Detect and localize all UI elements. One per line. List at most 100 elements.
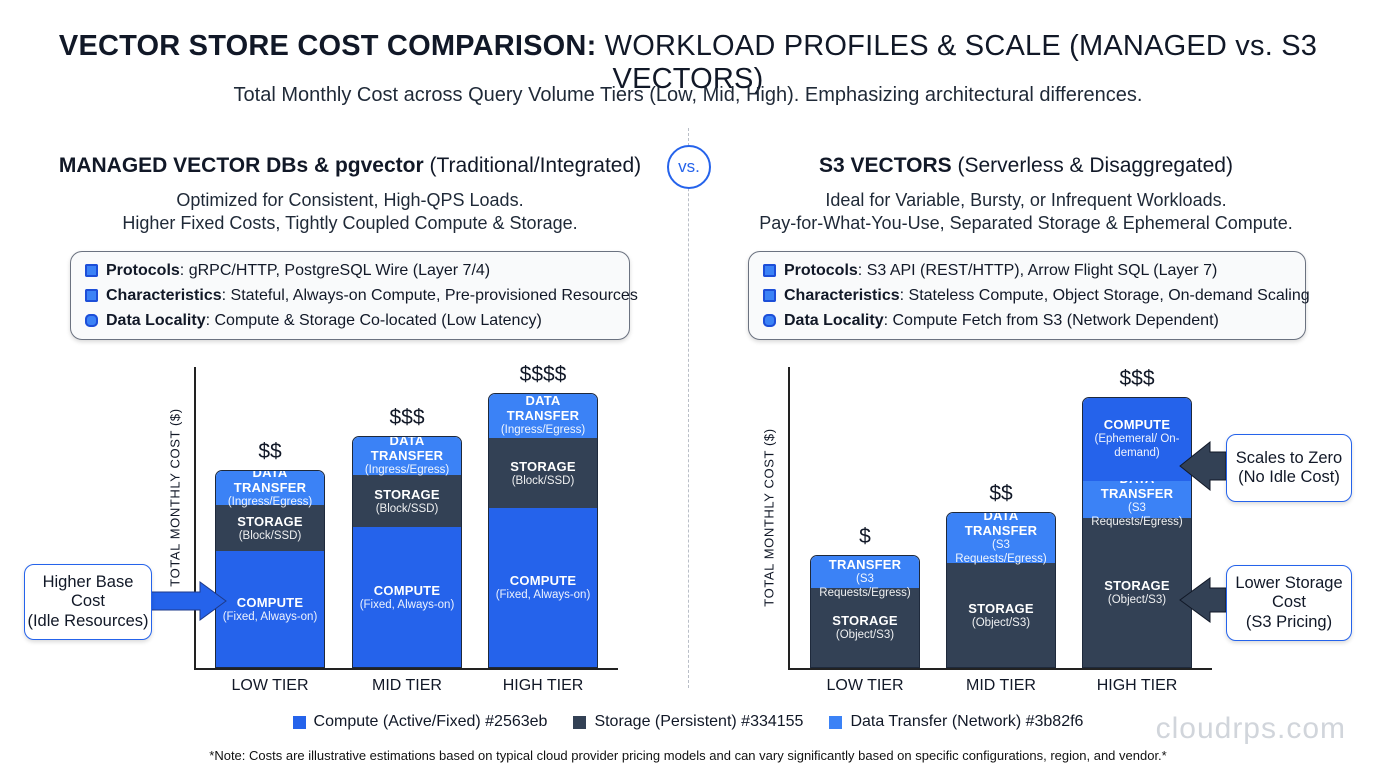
left-info-row: Protocols: gRPC/HTTP, PostgreSQL Wire (L…	[85, 258, 615, 283]
chip-icon	[85, 264, 98, 277]
segment-sublabel: (S3 Requests/Egress)	[819, 573, 911, 599]
left-info-box: Protocols: gRPC/HTTP, PostgreSQL Wire (L…	[70, 251, 638, 340]
left-x-axis	[194, 668, 618, 670]
left-tier-label: MID TIER	[372, 677, 442, 694]
left-segment-transfer: DATA TRANSFER (Ingress/Egress)	[216, 470, 324, 508]
watermark: cloudrps.com	[1155, 712, 1346, 745]
right-segment-storage: STORAGE (Object/S3)	[947, 563, 1055, 667]
right-segment-storage: STORAGE (Object/S3)	[811, 588, 919, 667]
segment-sublabel: (Fixed, Always-on)	[495, 589, 591, 601]
right-panel-title: S3 VECTORS (Serverless & Disaggregated)	[819, 154, 1233, 177]
right-info-row: Protocols: S3 API (REST/HTTP), Arrow Fli…	[763, 258, 1291, 283]
legend-item-storage: Storage (Persistent) #334155	[573, 713, 803, 731]
right-tier-label: MID TIER	[966, 677, 1036, 694]
scales-to-zero-callout: Scales to Zero (No Idle Cost)	[1226, 434, 1352, 502]
info-value: : gRPC/HTTP, PostgreSQL Wire (Layer 7/4)	[179, 261, 491, 279]
left-info-row: Data Locality: Compute & Storage Co-loca…	[85, 308, 615, 333]
info-key: Protocols	[784, 261, 858, 279]
legend-item-transfer: Data Transfer (Network) #3b82f6	[829, 713, 1083, 731]
right-bar: STORAGE(Object/S3) DATA TRANSFER(S3 Reque…	[1082, 397, 1192, 668]
info-value: : Stateless Compute, Object Storage, On-…	[899, 286, 1310, 304]
segment-sublabel: (Block/SSD)	[375, 502, 439, 515]
chip-icon	[763, 289, 776, 302]
left-info-row: Characteristics: Stateful, Always-on Com…	[85, 283, 638, 308]
segment-label: DATA TRANSFER	[828, 556, 902, 572]
segment-sublabel: (Object/S3)	[971, 616, 1031, 629]
segment-sublabel: (Block/SSD)	[238, 529, 302, 542]
info-value: : Compute Fetch from S3 (Network Depende…	[883, 311, 1219, 329]
segment-label: DATA TRANSFER	[506, 393, 580, 423]
segment-label: COMPUTE	[1103, 417, 1171, 432]
legend-swatch	[292, 715, 306, 729]
segment-label: COMPUTE	[236, 594, 304, 610]
segment-sublabel: (Ingress/Egress)	[364, 464, 450, 476]
legend-label: Data Transfer (Network) #3b82f6	[850, 713, 1084, 730]
segment-sublabel: (Block/SSD)	[511, 474, 575, 487]
left-segment-storage: STORAGE (Block/SSD)	[489, 438, 597, 508]
info-key: Data Locality	[106, 311, 206, 329]
left-cost-label: $$	[258, 440, 282, 463]
right-tier-label: HIGH TIER	[1096, 677, 1178, 694]
left-tier-label: LOW TIER	[231, 677, 309, 694]
segment-label: COMPUTE	[373, 582, 441, 598]
right-cost-label: $	[859, 525, 871, 548]
footnote: *Note: Costs are illustrative estimation…	[209, 748, 1167, 763]
segment-label: STORAGE	[832, 613, 898, 628]
segment-sublabel: (Fixed, Always-on)	[222, 610, 318, 623]
right-info-box: Protocols: S3 API (REST/HTTP), Arrow Fli…	[748, 251, 1310, 340]
info-value: : Stateful, Always-on Compute, Pre-provi…	[221, 286, 638, 304]
chip-icon	[763, 264, 776, 277]
left-segment-compute: COMPUTE (Fixed, Always-on)	[353, 527, 461, 667]
segment-label: DATA TRANSFER	[233, 470, 307, 495]
segment-label: STORAGE	[374, 486, 440, 502]
right-info-row: Data Locality: Compute Fetch from S3 (Ne…	[763, 308, 1291, 333]
chart-legend: Compute (Active/Fixed) #2563eb Storage (P…	[0, 713, 1376, 731]
segment-label: DATA TRANSFER	[964, 512, 1038, 538]
segment-sublabel: (Object/S3)	[1107, 594, 1167, 606]
segment-sublabel: (Ingress/Egress)	[500, 424, 586, 436]
page-subtitle: Total Monthly Cost across Query Volume T…	[233, 84, 1143, 106]
segment-sublabel: (S3 Requests/Egress)	[955, 539, 1047, 565]
left-cost-label: $$$	[389, 406, 425, 429]
left-bar: COMPUTE (Fixed, Always-on) STORAGE (Block/S…	[488, 393, 598, 668]
info-key: Characteristics	[106, 286, 222, 304]
right-segment-transfer: DATA TRANSFER(S3 Requests/Egress)	[947, 512, 1055, 565]
right-panel-subtitle: Ideal for Variable, Bursty, or Infrequen…	[759, 190, 1293, 233]
center-divider	[688, 128, 689, 688]
right-y-axis	[788, 367, 790, 669]
chip-icon	[85, 289, 98, 302]
right-bottom-callout-arrow-icon	[1179, 577, 1227, 623]
segment-sublabel: (Ephemeral/ On-demand)	[1094, 433, 1180, 459]
lower-storage-cost-callout: Lower Storage Cost (S3 Pricing)	[1226, 565, 1352, 641]
left-bar: COMPUTE (Fixed, Always-on) STORAGE (Block/S…	[352, 436, 462, 668]
info-key: Characteristics	[784, 286, 900, 304]
database-icon	[763, 314, 776, 327]
info-key: Data Locality	[784, 311, 884, 329]
left-panel-title: MANAGED VECTOR DBs & pgvector (Tradition…	[58, 154, 642, 177]
segment-sublabel: (Object/S3)	[835, 629, 895, 641]
left-bar: COMPUTE (Fixed, Always-on) STORAGE (Block/S…	[215, 470, 325, 668]
segment-label: STORAGE	[237, 513, 303, 529]
info-value: : S3 API (REST/HTTP), Arrow Flight SQL (…	[857, 261, 1218, 279]
left-segment-storage: STORAGE (Block/SSD)	[216, 505, 324, 551]
right-segment-transfer: DATA TRANSFER(S3 Requests/Egress)	[811, 556, 919, 599]
right-cost-label: $$	[989, 482, 1013, 505]
database-icon	[85, 314, 98, 327]
segment-label: STORAGE	[1104, 578, 1170, 593]
left-segment-transfer: DATA TRANSFER (Ingress/Egress)	[353, 437, 461, 476]
info-value: : Compute & Storage Co-located (Low Late…	[205, 311, 542, 329]
left-segment-transfer: DATA TRANSFER (Ingress/Egress)	[489, 393, 597, 438]
right-segment-compute: COMPUTE (Ephemeral/ On-demand)	[1083, 398, 1191, 481]
right-segment-transfer: DATA TRANSFER(S3 Requests/Egress)	[1083, 471, 1191, 528]
left-segment-storage: STORAGE (Block/SSD)	[353, 475, 461, 527]
legend-label: Compute (Active/Fixed) #2563eb	[313, 713, 548, 730]
left-segment-compute: COMPUTE (Fixed, Always-on)	[489, 508, 597, 667]
left-panel-subtitle: Optimized for Consistent, High-QPS Loads…	[122, 190, 578, 233]
right-info-row: Characteristics: Stateless Compute, Obje…	[763, 283, 1310, 308]
segment-label: COMPUTE	[509, 573, 577, 588]
info-key: Protocols	[106, 261, 180, 279]
right-bar: STORAGE(Object/S3)DATA TRANSFER(S3 Reque…	[946, 512, 1056, 668]
legend-swatch	[573, 715, 587, 729]
segment-sublabel: (Fixed, Always-on)	[359, 598, 455, 611]
